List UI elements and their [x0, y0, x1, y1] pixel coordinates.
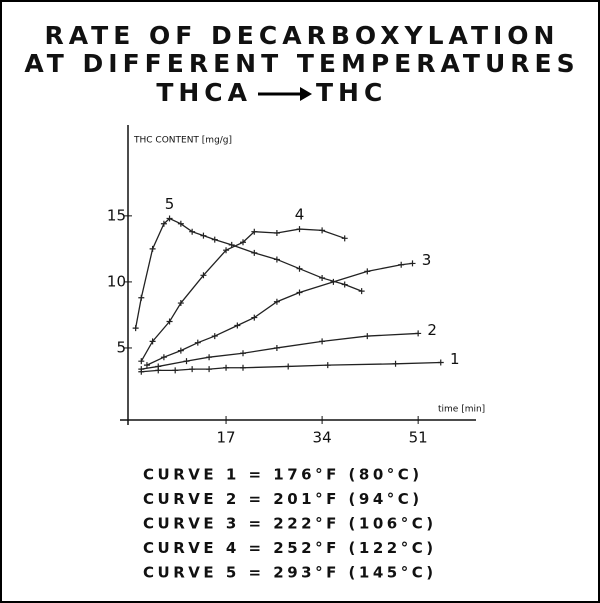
x-tick-label: 34 [313, 429, 332, 447]
data-point [296, 289, 303, 296]
data-point [319, 274, 326, 281]
y-tick-label: 10 [107, 272, 126, 290]
curve-label: 5 [165, 195, 175, 213]
data-point [200, 232, 207, 239]
data-point [319, 227, 326, 234]
data-point [251, 228, 258, 235]
data-point [183, 358, 190, 365]
subtitle-from: THCA [156, 78, 252, 107]
data-point [240, 350, 246, 357]
y-tick-label: 5 [116, 338, 126, 356]
data-point [194, 339, 201, 346]
data-point [240, 364, 246, 371]
data-point [166, 215, 173, 222]
curve-note: CURVE 4 = 252°F (122°C) [143, 539, 437, 557]
data-point [228, 241, 235, 248]
curve-label: 4 [295, 206, 305, 224]
data-point [177, 347, 184, 354]
data-point [364, 268, 371, 275]
x-axis-label: time [min] [438, 405, 485, 415]
data-point [223, 247, 230, 254]
subtitle-to: THC [316, 78, 387, 107]
data-point [138, 294, 145, 301]
data-point [437, 359, 444, 366]
data-point [223, 364, 230, 371]
data-point [285, 363, 292, 370]
data-point [324, 362, 331, 369]
x-tick-label: 17 [217, 429, 236, 447]
curve-label: 3 [422, 251, 432, 269]
data-point [211, 333, 218, 340]
data-point [296, 226, 303, 233]
data-point [172, 367, 179, 374]
data-point [358, 288, 365, 295]
data-point [160, 354, 167, 361]
x-tick-label: 51 [409, 429, 428, 447]
data-point [273, 230, 280, 237]
data-point [341, 235, 348, 242]
curve-label: 1 [450, 350, 460, 368]
data-point [341, 281, 348, 288]
data-point [251, 314, 258, 321]
data-point [160, 220, 167, 227]
data-point [273, 256, 280, 263]
chart-title: AT DIFFERENT TEMPERATURES [24, 49, 579, 78]
data-point [319, 338, 326, 345]
chart-title: RATE OF DECARBOXYLATION [45, 21, 560, 50]
data-point [392, 360, 399, 367]
data-point [177, 220, 184, 227]
data-point [200, 272, 207, 279]
data-point [149, 338, 156, 345]
data-point [206, 354, 213, 361]
data-point [189, 228, 196, 235]
y-tick-label: 15 [107, 206, 126, 224]
curve-note: CURVE 1 = 176°F (80°C) [143, 466, 423, 484]
curve-note: CURVE 2 = 201°F (94°C) [143, 490, 423, 508]
curve-note: CURVE 5 = 293°F (145°C) [143, 564, 437, 582]
data-point [211, 236, 218, 243]
data-point [273, 298, 280, 305]
curve [146, 262, 413, 366]
data-point [143, 362, 150, 369]
curve [135, 217, 362, 329]
curve-label: 2 [427, 321, 437, 339]
data-point [132, 325, 139, 332]
data-point [234, 322, 241, 329]
data-point [251, 249, 258, 256]
curve-note: CURVE 3 = 222°F (106°C) [143, 515, 437, 533]
data-point [206, 366, 213, 373]
data-point [149, 245, 156, 252]
data-point [155, 363, 162, 370]
data-point [398, 261, 405, 268]
data-point [138, 358, 145, 365]
data-point [364, 333, 371, 340]
data-point [177, 300, 184, 307]
data-point [138, 366, 145, 373]
data-point [240, 239, 246, 246]
data-point [415, 330, 422, 337]
data-point [409, 260, 416, 267]
data-point [166, 318, 173, 325]
arrow [258, 87, 312, 101]
data-point [273, 344, 280, 351]
y-axis-label: THC CONTENT [mg/g] [133, 136, 232, 146]
data-point [189, 366, 196, 373]
data-point [296, 265, 303, 272]
